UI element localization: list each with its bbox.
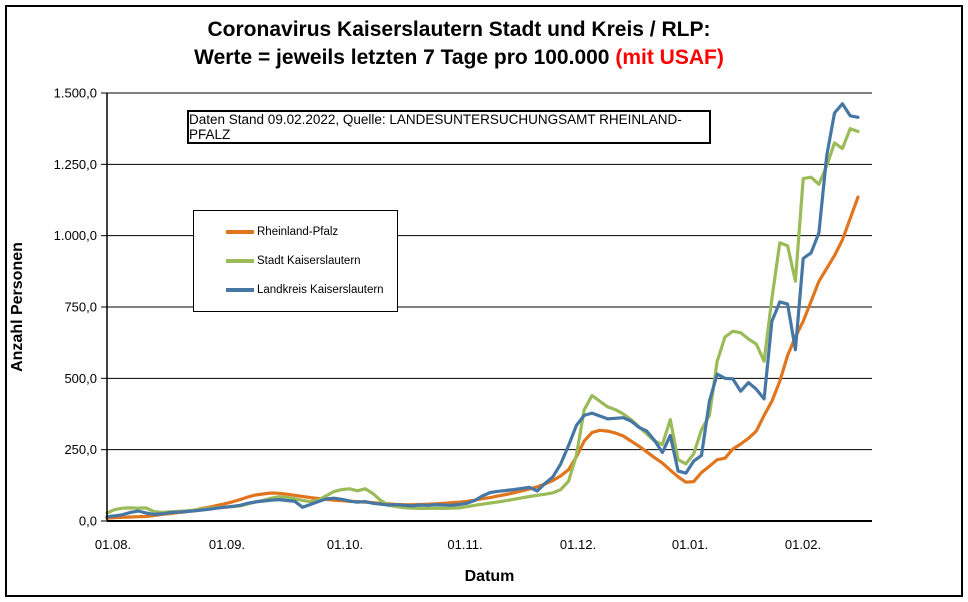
series-line-stadt-kaiserslautern	[105, 127, 860, 515]
chart-outer-border	[5, 5, 963, 597]
legend-item-rheinland-pfalz: Rheinland-Pfalz	[194, 226, 397, 238]
data-source-text: Daten Stand 09.02.2022, Quelle: LANDESUN…	[189, 112, 682, 142]
legend-label-stadt-kaiserslautern: Stadt Kaiserslautern	[257, 254, 361, 267]
legend-box: Rheinland-Pfalz Stadt Kaiserslautern Lan…	[193, 210, 398, 312]
chart-title-usaf-note: (mit USAF)	[615, 46, 724, 69]
x-tick-label: 01.09.	[209, 537, 245, 552]
x-axis-title: Datum	[464, 568, 515, 585]
y-tick-label: 250,0	[64, 442, 97, 457]
legend-item-stadt-kaiserslautern: Stadt Kaiserslautern	[194, 255, 397, 267]
x-tick-label: 01.11.	[447, 537, 482, 552]
legend-swatch-rheinland-pfalz	[226, 229, 254, 234]
data-source-box: Daten Stand 09.02.2022, Quelle: LANDESUN…	[187, 110, 711, 144]
legend-swatch-stadt-kaiserslautern	[226, 258, 254, 263]
legend-item-landkreis-kaiserslautern: Landkreis Kaiserslautern	[194, 284, 397, 296]
y-tick-label: 750,0	[64, 300, 97, 315]
chart-title-line1: Coronavirus Kaiserslautern Stadt und Kre…	[207, 18, 711, 41]
x-tick-label: 01.12.	[560, 537, 596, 552]
y-tick-label: 1.250,0	[54, 157, 97, 172]
y-tick-label: 1.500,0	[54, 86, 97, 101]
legend-swatch-landkreis-kaiserslautern	[226, 288, 254, 293]
x-tick-label: 01.02.	[785, 537, 821, 552]
series-line-rheinland-pfalz	[105, 195, 860, 520]
series-line-landkreis-kaiserslautern	[105, 102, 860, 519]
x-tick-label: 01.08.	[95, 537, 131, 552]
legend-label-rheinland-pfalz: Rheinland-Pfalz	[257, 225, 339, 238]
chart-title-line2: Werte = jeweils letzten 7 Tage pro 100.0…	[194, 46, 724, 69]
y-tick-label: 500,0	[64, 371, 97, 386]
y-tick-label: 1.000,0	[54, 228, 97, 243]
chart-title: Coronavirus Kaiserslautern Stadt und Kre…	[0, 16, 918, 72]
x-tick-label: 01.01.	[672, 537, 708, 552]
legend-label-landkreis-kaiserslautern: Landkreis Kaiserslautern	[257, 284, 384, 297]
x-tick-label: 01.10.	[327, 537, 363, 552]
y-tick-label: 0,0	[79, 514, 97, 529]
